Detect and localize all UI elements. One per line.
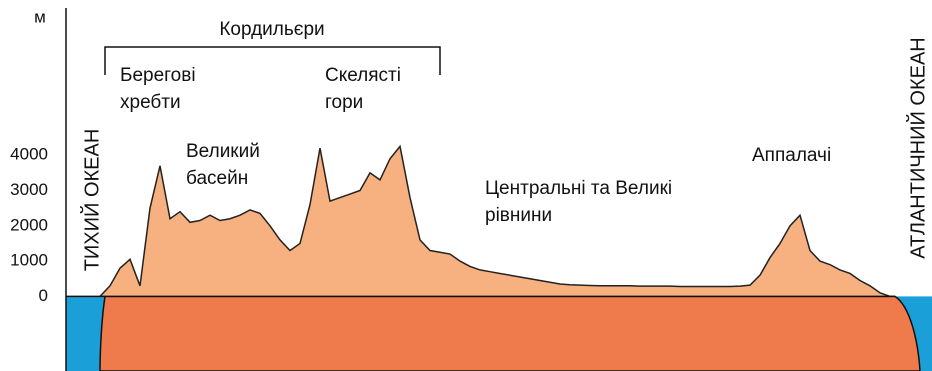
annotation: Центральні та Великі рівнини [485,178,672,226]
y-tick-label: 4000 [10,145,48,164]
ocean-label: ТИХИЙ ОКЕАН [79,129,103,272]
crust [99,295,921,371]
annotation-line: Аппалачі [752,145,831,166]
annotation-line: гори [325,92,363,113]
annotation-line: Центральні та Великі [485,178,672,199]
y-tick-label: 0 [39,286,48,305]
annotation: Аппалачі [752,145,831,166]
y-axis-label: м [34,7,46,26]
annotation-line: басейн [186,168,248,189]
y-tick-label: 1000 [10,251,48,270]
y-tick-label: 2000 [10,215,48,234]
annotation-line: Берегові [120,65,196,86]
annotation-line: Скелясті [325,65,401,86]
group-bracket [104,46,441,75]
annotation-line: Великий [186,141,260,162]
land-area [100,146,890,297]
annotation-line: рівнини [485,205,552,226]
annotation: Великий басейн [186,141,260,189]
annotation: Скелясті гори [325,65,401,113]
group-label: Кордильєри [219,19,324,40]
annotation-line: хребти [120,92,181,113]
y-tick-label: 3000 [10,180,48,199]
ocean-label: АТЛАНТИЧНИЙ ОКЕАН [905,37,929,258]
profile-line [99,144,891,298]
annotation: Берегові хребти [120,65,196,113]
